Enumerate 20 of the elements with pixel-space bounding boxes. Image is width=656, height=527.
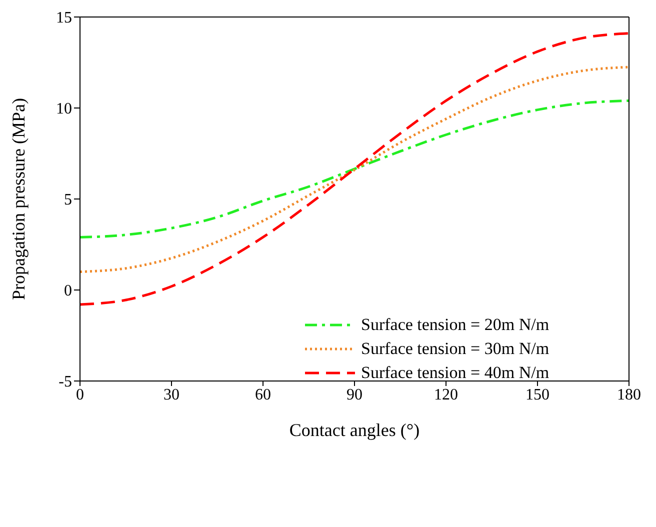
line-series bbox=[80, 99, 629, 238]
y-tick-label: 10 bbox=[56, 100, 72, 118]
legend-label: Surface tension = 30m N/m bbox=[361, 339, 550, 359]
x-tick-label: 150 bbox=[526, 386, 550, 404]
y-axis-title: Propagation pressure (MPa) bbox=[8, 98, 28, 300]
line-series bbox=[80, 32, 629, 306]
legend-label: Surface tension = 20m N/m bbox=[361, 315, 550, 335]
legend-label: Surface tension = 40m N/m bbox=[361, 363, 550, 383]
x-tick-label: 120 bbox=[434, 386, 458, 404]
y-tick-label: 0 bbox=[64, 282, 72, 300]
y-tick-label: 15 bbox=[56, 10, 72, 27]
x-axis-title: Contact angles (°) bbox=[289, 420, 420, 440]
y-tick-label: -5 bbox=[58, 374, 72, 391]
x-tick-label: 90 bbox=[346, 386, 362, 404]
line-series bbox=[80, 66, 629, 274]
x-tick-label: 180 bbox=[617, 386, 641, 404]
y-tick-label: 5 bbox=[64, 192, 72, 209]
x-tick-label: 60 bbox=[255, 386, 271, 404]
x-tick-label: 0 bbox=[76, 386, 84, 404]
x-tick-label: 30 bbox=[164, 386, 180, 404]
